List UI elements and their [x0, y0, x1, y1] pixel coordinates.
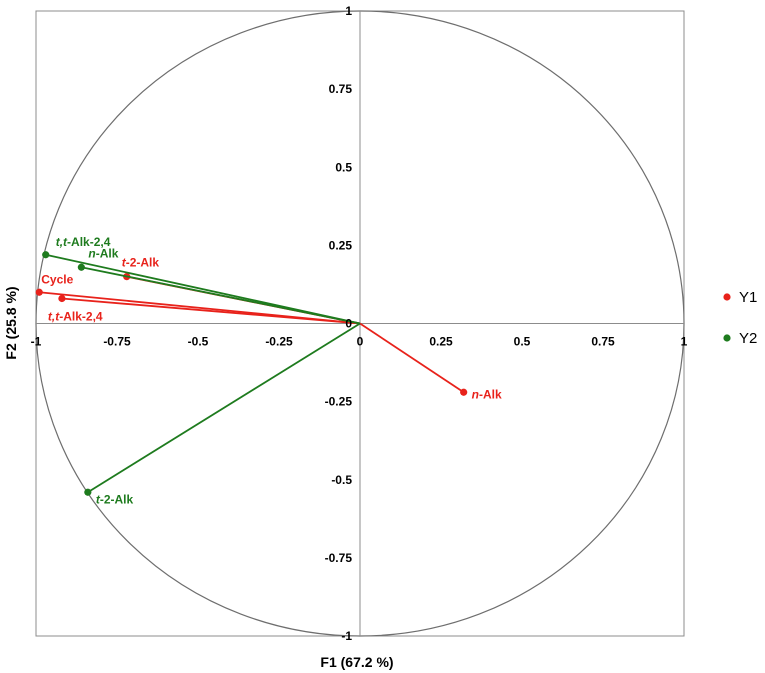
x-tick-label: 0.25 [429, 335, 453, 349]
data-point [77, 263, 85, 271]
y-tick-label: 0.25 [329, 238, 353, 252]
y-tick-label: -1 [341, 629, 352, 643]
vector-line [81, 266, 361, 325]
point-label: n-Alk [472, 387, 502, 401]
point-label: t,t-Alk-2,4 [48, 310, 103, 324]
x-tick-label: -0.75 [103, 335, 131, 349]
y-tick-label: -0.25 [325, 395, 353, 409]
data-point [42, 251, 50, 259]
x-tick-label: 1 [681, 335, 688, 349]
x-tick-label: -0.25 [265, 335, 293, 349]
point-label: t-2-Alk [96, 492, 134, 506]
vector-line [61, 297, 361, 325]
x-tick-label: 0.75 [591, 335, 615, 349]
legend-marker [723, 334, 731, 342]
data-point [84, 488, 92, 496]
legend-label: Y2 [739, 330, 757, 347]
data-point [35, 288, 43, 296]
point-label: t,t-Alk-2,4 [56, 235, 111, 249]
data-point [460, 388, 468, 396]
y-axis-title: F2 (25.8 %) [3, 286, 19, 359]
vector-line [359, 322, 465, 394]
point-label: n-Alk [88, 246, 118, 260]
y-tick-label: -0.5 [331, 473, 352, 487]
y-tick-label: 0.5 [335, 160, 352, 174]
legend: Y1 Y2 [723, 289, 757, 347]
data-point [58, 294, 66, 303]
vector-line [87, 322, 361, 494]
x-tick-label: 0.5 [514, 335, 531, 349]
x-tick-label: -0.5 [188, 335, 209, 349]
point-label: t-2-Alk [122, 256, 160, 270]
y-tick-label: 0 [345, 317, 352, 331]
x-axis-title: F1 (67.2 %) [320, 654, 393, 670]
y-tick-label: -0.75 [325, 551, 353, 565]
y-tick-label: 1 [345, 4, 352, 18]
x-tick-label: -1 [31, 335, 42, 349]
legend-label: Y1 [739, 289, 757, 306]
legend-marker [723, 293, 731, 301]
x-tick-label: 0 [357, 335, 364, 349]
y-tick-label: 0.75 [329, 82, 353, 96]
point-label: Cycle [41, 272, 73, 286]
